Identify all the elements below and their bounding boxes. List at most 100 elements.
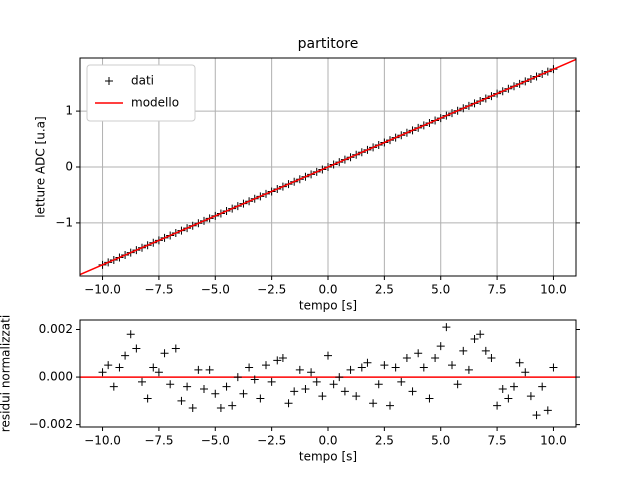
data-point xyxy=(177,396,186,405)
axes-frame xyxy=(79,57,577,277)
x-tick-label: −2.5 xyxy=(257,434,286,448)
x-tick-label: 10.0 xyxy=(540,283,567,297)
data-point xyxy=(138,377,146,386)
x-tick-label: −7.5 xyxy=(144,434,173,448)
x-tick-label: 10.0 xyxy=(540,434,567,448)
data-point xyxy=(521,368,530,377)
model-line xyxy=(80,58,576,276)
data-point xyxy=(205,365,214,374)
data-point xyxy=(549,363,558,372)
data-point xyxy=(273,356,282,365)
data-point xyxy=(493,401,502,410)
y-tick-label: 0 xyxy=(65,160,73,174)
data-point xyxy=(543,406,552,415)
data-point xyxy=(481,346,490,355)
data-point xyxy=(115,363,124,372)
data-point xyxy=(216,403,225,412)
data-point xyxy=(318,392,327,401)
data-point xyxy=(419,363,428,372)
data-point xyxy=(98,368,107,377)
data-point xyxy=(312,377,321,386)
y-axis-label: letture ADC [u.a] xyxy=(34,116,48,217)
data-point xyxy=(109,382,118,391)
x-axis-label: tempo [s] xyxy=(299,450,357,464)
data-point xyxy=(380,361,389,370)
data-point xyxy=(194,365,203,374)
data-point xyxy=(143,394,152,403)
data-point xyxy=(239,389,248,398)
y-tick-label: 0.000 xyxy=(39,370,73,384)
data-point xyxy=(166,380,175,389)
data-point xyxy=(335,373,344,382)
data-point xyxy=(154,368,163,377)
data-point xyxy=(160,349,169,358)
data-point xyxy=(346,365,355,374)
x-axis-label: tempo [s] xyxy=(299,299,357,313)
x-tick-label: 0.0 xyxy=(318,283,337,297)
data-point xyxy=(408,387,417,396)
x-tick-label: 0.0 xyxy=(318,434,337,448)
data-point xyxy=(183,382,192,391)
data-point xyxy=(149,363,158,372)
data-point xyxy=(329,380,338,389)
data-point xyxy=(402,354,411,363)
data-point xyxy=(425,394,434,403)
data-point xyxy=(278,354,287,363)
data-point xyxy=(442,323,451,332)
data-point xyxy=(459,346,468,355)
data-point xyxy=(414,349,423,358)
axes: −10.0 −7.5 −5.0 −2.5 0.0 2.5 5.0 7.5 10.0 −0.002 0… xyxy=(0,315,580,464)
x-tick-label: −2.5 xyxy=(257,283,286,297)
data-point xyxy=(526,392,535,401)
plot-area xyxy=(80,58,576,276)
y-tick-label: 0.002 xyxy=(39,322,73,336)
data-point xyxy=(211,389,220,398)
data-point xyxy=(245,363,254,372)
x-tick-label: 5.0 xyxy=(431,434,450,448)
data-point xyxy=(504,394,513,403)
data-point xyxy=(510,382,518,391)
x-tick-label: −5.0 xyxy=(201,434,230,448)
data-point xyxy=(369,399,378,408)
data-point xyxy=(132,344,141,353)
axes-frame xyxy=(79,319,577,428)
data-point xyxy=(515,358,524,367)
data-point xyxy=(126,330,135,339)
data-point xyxy=(538,382,547,391)
data-point xyxy=(301,384,310,393)
legend-swatch xyxy=(105,77,113,85)
data-point xyxy=(357,363,366,372)
x-tick-label: 7.5 xyxy=(488,283,507,297)
y-tick-label: 1 xyxy=(65,104,73,118)
data-point xyxy=(262,361,270,370)
data-point xyxy=(256,394,265,403)
x-tick-label: 2.5 xyxy=(375,434,394,448)
axes: partitore−10.0 −7.5 −5.0 −2.5 0.0 2.5 5.0 7.5 10… xyxy=(34,36,580,313)
data-point xyxy=(228,401,237,410)
data-point xyxy=(436,342,445,351)
x-tick-label: −5.0 xyxy=(201,283,230,297)
y-tick-label: −0.002 xyxy=(29,417,73,431)
legend-frame xyxy=(86,64,196,122)
data-point xyxy=(171,344,180,353)
data-point xyxy=(121,351,130,360)
data-point xyxy=(188,403,197,412)
data-point xyxy=(464,365,473,374)
data-point xyxy=(476,330,485,339)
data-point xyxy=(532,411,541,420)
data-point xyxy=(267,377,276,386)
data-point xyxy=(386,401,394,410)
data-point xyxy=(284,399,293,408)
data-point xyxy=(374,380,383,389)
data-point xyxy=(487,354,496,363)
data-point xyxy=(470,335,479,344)
x-tick-label: 7.5 xyxy=(488,434,507,448)
x-tick-label: −10.0 xyxy=(84,283,121,297)
data-point xyxy=(290,387,299,396)
data-point xyxy=(340,387,349,396)
data-point xyxy=(391,363,400,372)
data-point xyxy=(352,392,361,401)
data-point xyxy=(397,377,406,386)
legend-label: dati xyxy=(131,74,154,88)
